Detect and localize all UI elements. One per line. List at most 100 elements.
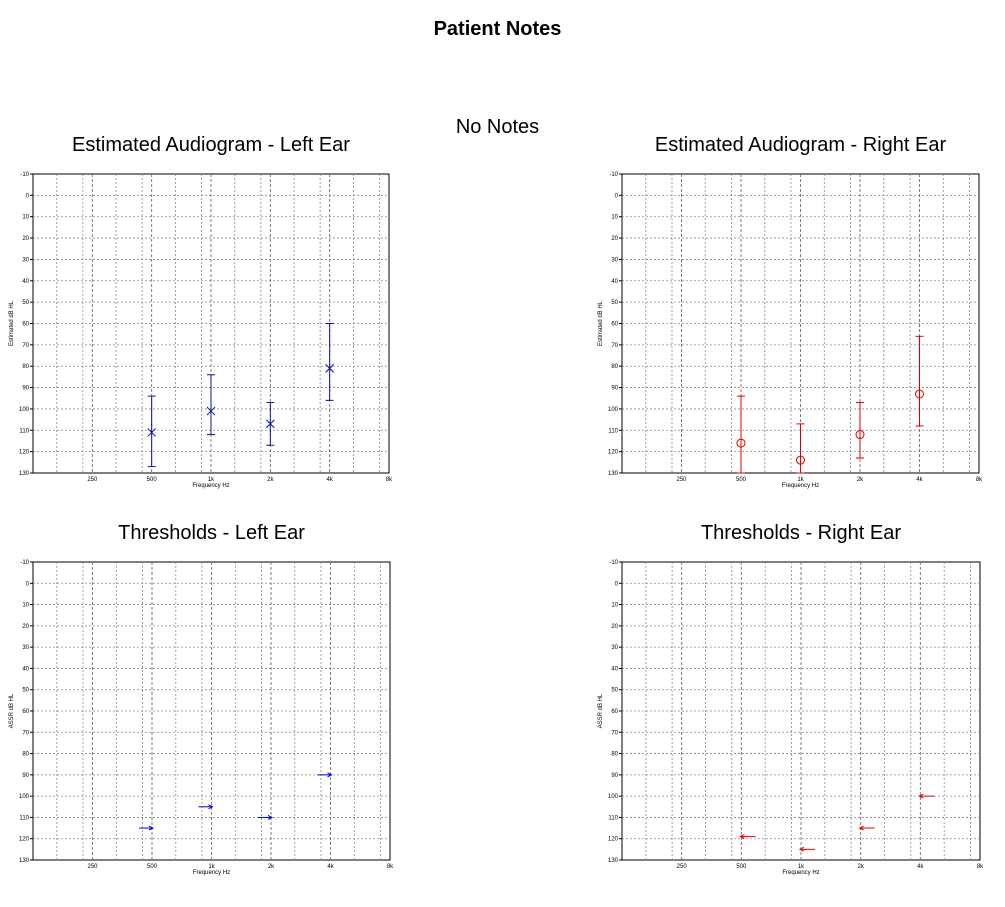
y-tick-label: 40 (22, 279, 29, 285)
x-tick-label: 1k (208, 864, 215, 870)
y-tick-label: 50 (611, 688, 618, 694)
x-tick-label: 4k (916, 477, 923, 483)
y-tick-label: 30 (611, 257, 618, 263)
data-point-o (796, 455, 805, 465)
chart-title: Thresholds - Right Ear (701, 522, 901, 544)
data-point-arrow-left (858, 825, 875, 831)
x-tick-label: 250 (677, 864, 688, 870)
x-axis-label: Frequency Hz (782, 870, 819, 876)
data-point-arrow-left (918, 793, 935, 799)
y-tick-label: 130 (19, 858, 30, 864)
data-point-arrow-right (139, 825, 155, 831)
x-tick-label: 1k (797, 477, 804, 483)
y-tick-label: 70 (22, 730, 29, 736)
x-tick-label: 2k (268, 864, 275, 870)
y-tick-label: 30 (22, 257, 29, 263)
y-tick-label: 120 (19, 837, 30, 843)
data-point-arrow-right (198, 804, 214, 810)
y-tick-label: 130 (608, 471, 619, 477)
x-axis-label: Frequency Hz (193, 870, 230, 876)
y-axis-label: ASSR dB HL (598, 693, 604, 728)
y-tick-label: 120 (19, 450, 30, 456)
x-tick-label: 8k (386, 477, 393, 483)
x-tick-label: 500 (736, 864, 747, 870)
y-tick-label: 110 (608, 428, 618, 434)
chart-audiogram-right: Estimated Audiogram - Right Ear -10 0 10 20 3… (598, 134, 983, 489)
y-tick-label: -10 (20, 172, 29, 178)
x-tick-label: 1k (798, 864, 805, 870)
data-point-arrow-left (739, 834, 756, 840)
y-tick-label: 90 (611, 386, 618, 392)
x-axis-label: Frequency Hz (192, 483, 229, 489)
data-point-arrow-right (317, 772, 333, 778)
plot-area (621, 561, 981, 861)
y-tick-label: 90 (611, 773, 618, 779)
y-tick-label: 20 (22, 236, 29, 242)
x-tick-label: 250 (676, 477, 687, 483)
y-axis-label: Estimated dB HL (598, 300, 604, 346)
y-tick-label: 80 (22, 752, 29, 758)
y-tick-label: 10 (22, 603, 29, 609)
notes-text: No Notes (455, 116, 540, 138)
x-tick-label: 4k (326, 477, 333, 483)
x-tick-label: 2k (857, 864, 864, 870)
y-tick-label: 110 (19, 428, 29, 434)
y-tick-label: 30 (22, 645, 29, 651)
y-tick-label: 20 (611, 236, 618, 242)
y-tick-label: 10 (611, 603, 618, 609)
y-tick-label: 70 (611, 343, 618, 349)
y-tick-label: 60 (611, 322, 618, 328)
x-tick-label: 8k (977, 864, 984, 870)
x-tick-label: 500 (147, 864, 158, 870)
y-tick-label: 20 (611, 624, 618, 630)
x-tick-label: 4k (327, 864, 334, 870)
chart-thresholds-left: Thresholds - Left Ear -10 0 10 20 30 40 50 60 70 8… (9, 522, 394, 876)
y-tick-label: 50 (611, 300, 618, 306)
y-tick-label: 20 (22, 624, 29, 630)
y-tick-label: 80 (611, 364, 618, 370)
page-title: Patient Notes (433, 18, 562, 40)
data-point-x (325, 363, 335, 373)
data-point-x (147, 428, 157, 437)
y-tick-label: 80 (611, 752, 618, 758)
data-point-arrow-right (258, 814, 274, 820)
chart-title: Estimated Audiogram - Left Ear (72, 134, 350, 156)
y-tick-label: 50 (22, 688, 29, 694)
y-tick-label: 50 (22, 300, 29, 306)
y-tick-label: 100 (19, 407, 30, 413)
y-tick-label: 40 (611, 279, 618, 285)
chart-title: Thresholds - Left Ear (118, 522, 305, 544)
x-axis-label: Frequency Hz (782, 483, 819, 489)
y-tick-label: 10 (611, 215, 618, 221)
y-tick-label: 90 (22, 386, 29, 392)
data-point-o (736, 438, 746, 448)
data-point-arrow-left (798, 846, 815, 852)
x-tick-label: 500 (736, 477, 747, 483)
y-tick-label: 60 (22, 322, 29, 328)
y-tick-label: 130 (608, 858, 619, 864)
chart-audiogram-left: Estimated Audiogram - Left Ear -10 0 10 20 30… (9, 134, 393, 489)
y-tick-label: 130 (19, 471, 30, 477)
x-tick-label: 4k (917, 864, 924, 870)
x-tick-label: 2k (857, 477, 864, 483)
y-tick-label: 90 (22, 773, 29, 779)
y-tick-label: 30 (611, 645, 618, 651)
y-tick-label: 70 (22, 343, 29, 349)
data-point-o (855, 430, 865, 440)
y-tick-label: 110 (608, 815, 618, 821)
data-point-o (915, 389, 924, 399)
y-tick-label: 0 (615, 193, 619, 199)
y-tick-label: 60 (22, 709, 29, 715)
chart-title: Estimated Audiogram - Right Ear (655, 134, 947, 156)
y-tick-label: 80 (22, 364, 29, 370)
x-tick-label: 2k (267, 477, 274, 483)
x-tick-label: 250 (87, 864, 98, 870)
y-tick-label: 40 (611, 666, 618, 672)
y-axis-label: Estimated dB HL (9, 300, 15, 346)
y-tick-label: -10 (609, 560, 618, 566)
y-tick-label: -10 (20, 560, 29, 566)
y-tick-label: 110 (19, 815, 29, 821)
data-point-x (265, 419, 275, 429)
y-tick-label: 100 (608, 407, 619, 413)
